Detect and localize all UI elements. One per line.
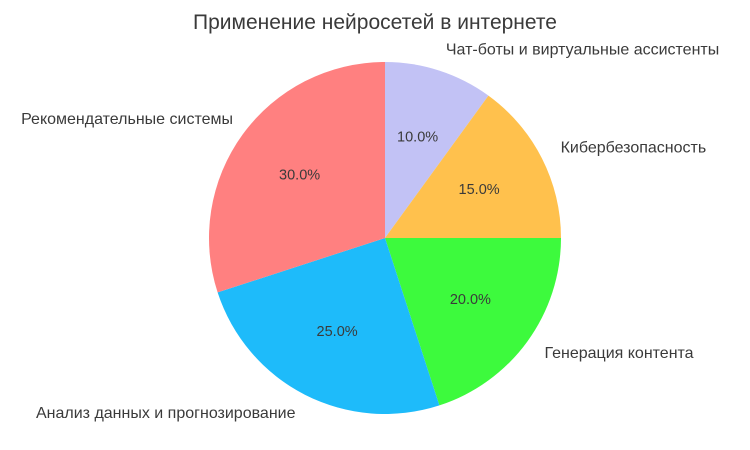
svg-text:Рекомендательные системы: Рекомендательные системы [21, 111, 233, 128]
svg-text:Чат-боты и виртуальные ассисте: Чат-боты и виртуальные ассистенты [446, 42, 719, 59]
svg-text:30.0%: 30.0% [279, 168, 320, 184]
svg-text:25.0%: 25.0% [317, 324, 358, 340]
svg-text:20.0%: 20.0% [450, 292, 491, 308]
svg-text:Кибербезопасность: Кибербезопасность [561, 140, 707, 157]
svg-text:Генерация контента: Генерация контента [545, 345, 694, 362]
svg-text:Анализ данных и прогнозировани: Анализ данных и прогнозирование [36, 405, 296, 422]
svg-text:15.0%: 15.0% [459, 182, 500, 198]
svg-text:10.0%: 10.0% [397, 129, 438, 145]
